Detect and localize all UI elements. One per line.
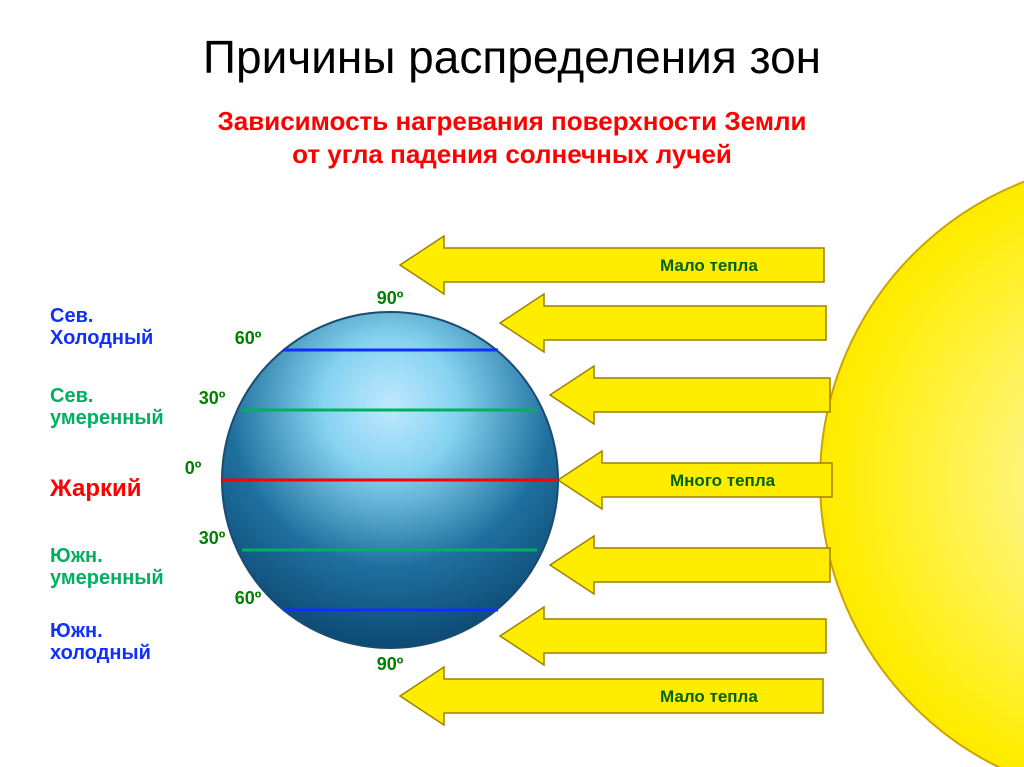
zone-label: Сев.Холодный: [50, 305, 153, 349]
degree-label: 30º: [199, 528, 226, 548]
sun-ray-arrow: [500, 294, 826, 352]
zone-label: Южн.холодный: [50, 620, 151, 664]
heat-label: Мало тепла: [660, 687, 758, 706]
zone-label: Южн.умеренный: [50, 545, 164, 589]
sun-ray-arrow: [550, 536, 830, 594]
zone-label: Сев.умеренный: [50, 385, 164, 429]
degree-label: 60º: [235, 328, 262, 348]
zone-label: Жаркий: [50, 476, 142, 502]
subtitle-line2: от угла падения солнечных лучей: [292, 139, 732, 169]
sun-ray-arrow: [400, 667, 823, 725]
sun-ray-arrow: [400, 236, 824, 294]
sun-ray-arrow: [500, 607, 826, 665]
diagram-container: Мало тепла Много тепла Мало тепла 90º 60º 30…: [40, 210, 984, 730]
heat-label: Мало тепла: [660, 256, 758, 275]
slide-title: Причины распределения зон: [0, 30, 1024, 84]
degree-label: 90º: [377, 654, 404, 674]
slide-subtitle: Зависимость нагревания поверхности Земли…: [0, 105, 1024, 170]
sun-icon: [820, 160, 1024, 767]
degree-label: 30º: [199, 388, 226, 408]
degree-label: 0º: [185, 458, 202, 478]
subtitle-line1: Зависимость нагревания поверхности Земли: [218, 106, 807, 136]
heat-label: Много тепла: [670, 471, 776, 490]
degree-label: 90º: [377, 288, 404, 308]
degree-label: 60º: [235, 588, 262, 608]
diagram-svg: Мало тепла Много тепла Мало тепла 90º 60º 30…: [40, 210, 984, 750]
sun-ray-arrow: [550, 366, 830, 424]
